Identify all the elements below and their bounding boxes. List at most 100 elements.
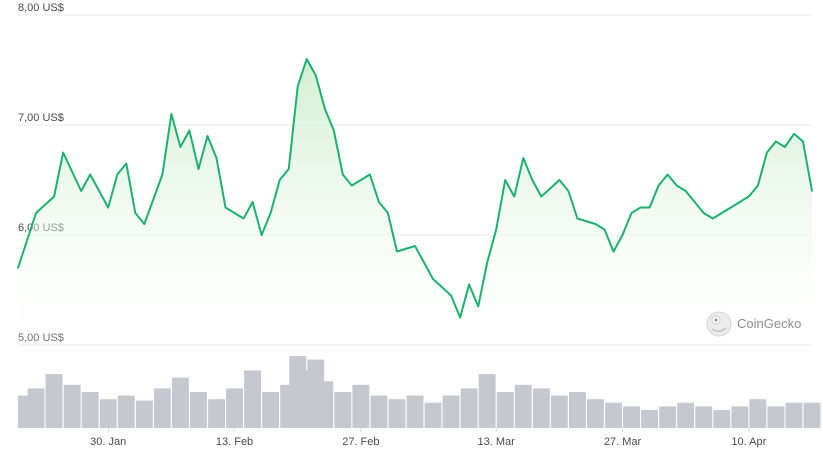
price-point [486,261,489,264]
price-point [531,179,534,181]
price-point [477,305,480,308]
price-point [657,184,660,187]
price-point [630,212,633,214]
price-area [18,59,812,345]
price-point [684,190,687,192]
volume-bar [117,395,135,428]
volume-bar [190,392,207,428]
volume-bars [18,356,821,428]
volume-bar [370,395,388,428]
price-point [107,206,109,209]
price-point [143,223,146,225]
price-point [260,234,263,236]
x-tick-label: 27. Mar [604,436,642,448]
price-point [576,217,579,220]
volume-bar [803,402,821,428]
price-point [278,179,281,181]
volume-bar [135,400,153,428]
price-point [224,206,227,209]
volume-bar [532,388,550,428]
volume-bar [208,399,225,428]
price-point [170,113,173,115]
price-point [721,212,723,214]
price-point [360,179,362,181]
price-point [513,195,516,198]
price-point [89,173,91,176]
y-tick-label: 7,00 US$ [18,112,64,124]
price-point [369,173,371,176]
volume-bar [172,377,189,428]
price-point [296,85,299,88]
price-point [215,157,218,159]
x-tick-label: 13. Feb [216,436,253,448]
price-point [324,107,326,110]
price-point [62,151,64,154]
price-point [450,294,452,297]
volume-bar [677,402,695,428]
price-points [17,58,813,319]
price-point [802,140,804,143]
volume-bar [388,399,406,428]
price-point [315,74,317,77]
price-point [603,228,606,231]
price-point [495,228,498,231]
price-point [414,245,416,247]
x-tick-label: 30. Jan [90,436,126,448]
price-point [287,168,290,170]
volume-bar [478,374,496,428]
volume-bar [713,410,731,428]
price-point [80,190,82,192]
x-axis: 30. Jan 13. Feb 27. Feb 13. Mar 27. Mar 10. A… [90,428,767,448]
price-point [206,135,209,137]
price-point [179,146,182,148]
gecko-logo-icon [706,311,732,337]
coingecko-watermark: CoinGecko [706,311,801,337]
price-point [648,206,651,209]
price-point [35,212,37,214]
price-point [351,184,353,187]
price-point [269,212,272,214]
price-point [161,173,164,176]
price-point [197,168,200,170]
volume-bar [514,384,532,428]
volume-bar [153,388,171,428]
volume-bar [569,392,586,428]
price-point [666,173,669,176]
price-point [233,212,236,214]
price-point [793,133,795,135]
price-point [134,212,137,214]
volume-bar [550,395,568,428]
volume-bar [406,395,424,428]
volume-bar [587,399,604,428]
price-point [396,250,398,253]
volume-bar [81,392,99,428]
volume-bar [767,406,785,428]
price-point [621,234,624,236]
price-point [242,217,245,220]
price-point [378,201,380,203]
price-point [459,316,461,319]
volume-bar [226,388,243,428]
volume-bar [352,384,370,428]
price-point [612,250,615,253]
price-point [188,129,191,132]
x-tick-label: 13. Mar [478,436,516,448]
volume-bar [749,399,767,428]
volume-bar [659,406,677,428]
price-point [775,140,777,143]
y-tick-label: 8,00 US$ [18,2,64,14]
volume-bar [99,399,117,428]
price-point [730,206,732,209]
volume-bar [641,410,658,428]
volume-bar [424,402,442,428]
volume-bar [695,406,713,428]
price-point [468,283,470,286]
price-point [594,223,597,225]
volume-bar [334,392,352,428]
volume-bar [731,406,749,428]
price-point [116,173,119,176]
price-point [702,212,705,214]
volume-bar [460,388,478,428]
volume-bar [623,406,640,428]
